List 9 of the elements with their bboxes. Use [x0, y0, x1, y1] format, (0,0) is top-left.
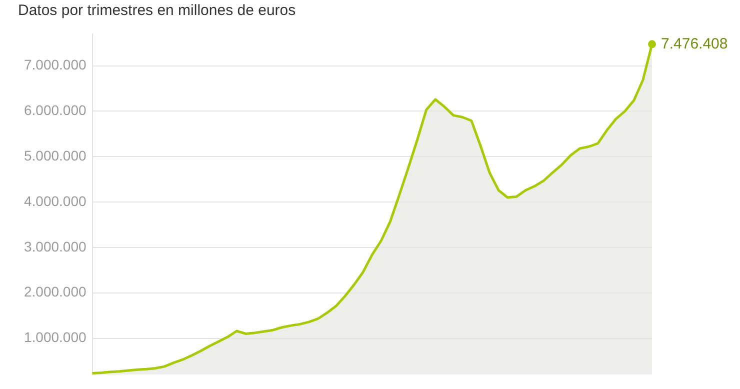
y-tick-label: 2.000.000 [24, 284, 86, 300]
y-tick-label: 4.000.000 [24, 192, 86, 209]
y-tick-label: 1.000.000 [24, 329, 86, 346]
chart-title: Datos por trimestres en millones de euros [18, 2, 296, 20]
y-tick-label: 7.000.000 [24, 56, 86, 73]
y-tick-label: 6.000.000 [24, 102, 86, 118]
data-label: 7.476.408 [661, 35, 728, 52]
y-tick-label: 5.000.000 [24, 147, 86, 164]
y-tick-label: 3.000.000 [24, 238, 86, 254]
